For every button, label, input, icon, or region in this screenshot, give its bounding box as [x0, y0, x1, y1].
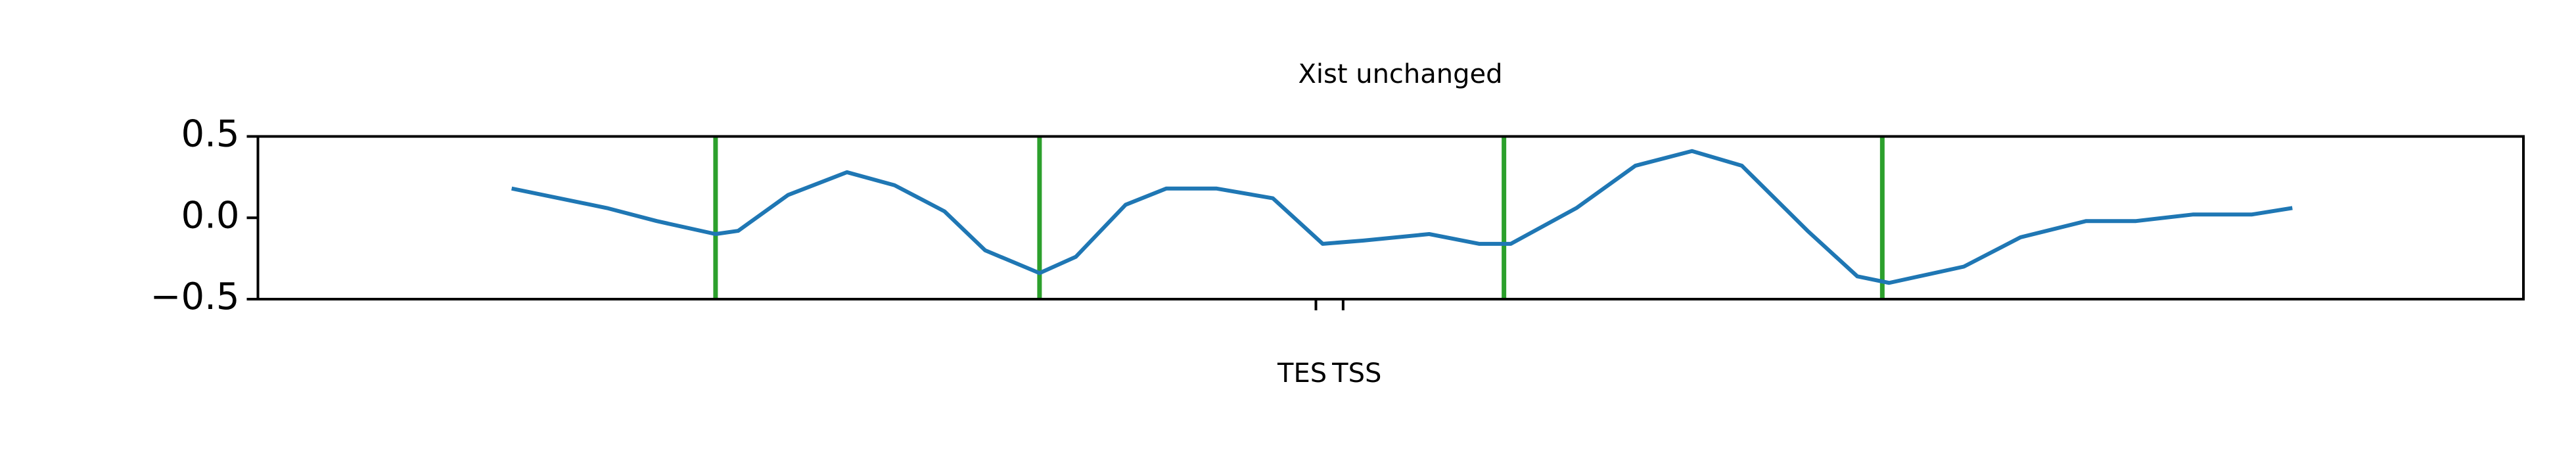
plot-frame	[256, 135, 2525, 300]
y-tick-label: 0.5	[181, 113, 239, 156]
x-tick-label: TES	[1277, 358, 1327, 389]
chart-title: Xist unchanged	[1298, 59, 1502, 89]
y-tick-label: −0.5	[150, 275, 240, 318]
x-tick-label: TSS	[1331, 358, 1381, 389]
data-line	[511, 149, 2293, 285]
y-tick-label: 0.0	[181, 194, 239, 237]
